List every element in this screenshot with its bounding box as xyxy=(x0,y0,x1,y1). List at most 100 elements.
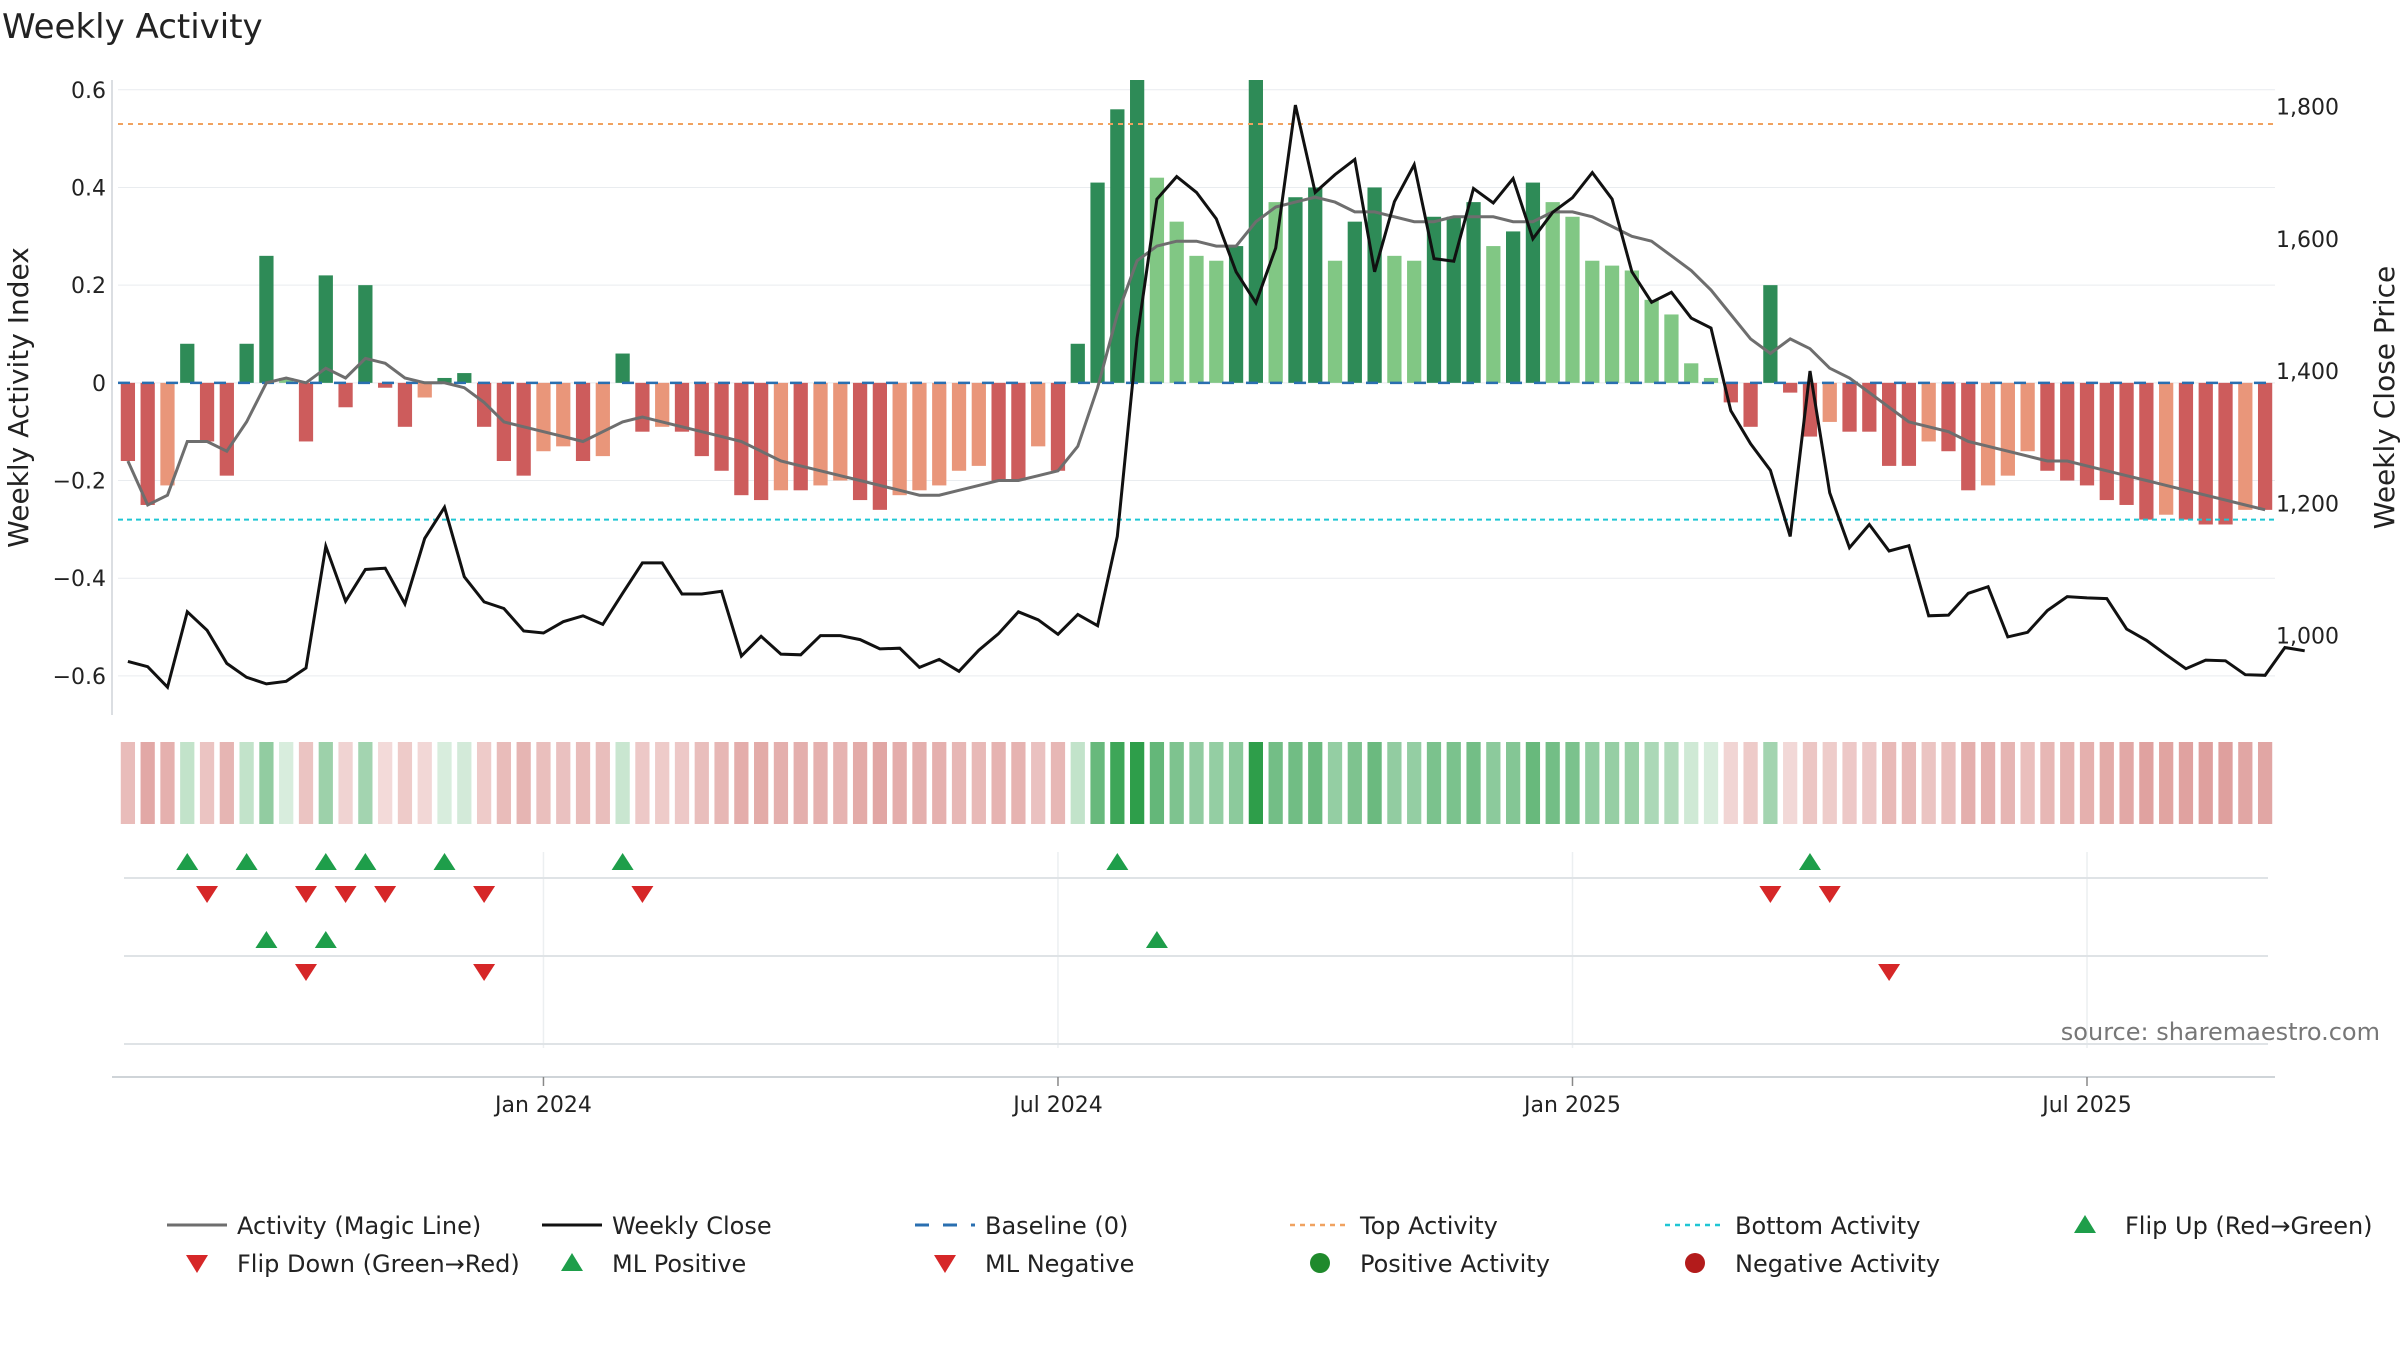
ml-negative-marker xyxy=(1878,964,1901,981)
activity-bar xyxy=(1367,187,1382,383)
activity-bar xyxy=(1525,182,1541,383)
heat-cell xyxy=(1565,742,1580,824)
heat-cell xyxy=(1387,742,1402,824)
activity-bar xyxy=(2040,382,2055,471)
heat-cell xyxy=(615,742,630,824)
activity-bar xyxy=(1070,343,1085,383)
heat-cell xyxy=(2020,742,2035,824)
activity-bar xyxy=(199,382,215,442)
activity-bar xyxy=(1169,221,1184,383)
activity-bar xyxy=(2020,382,2035,452)
heat-cell xyxy=(1802,742,1818,824)
activity-bar xyxy=(1209,260,1224,383)
y-tick-label: 0.2 xyxy=(71,274,106,299)
heat-cell xyxy=(833,742,848,824)
y2-tick-label: 1,000 xyxy=(2276,625,2339,650)
heat-cell xyxy=(1783,742,1798,824)
legend-swatch xyxy=(2074,1215,2096,1233)
heat-cell xyxy=(1426,742,1442,824)
flip-down-marker xyxy=(196,886,219,903)
activity-bar xyxy=(734,382,749,496)
heat-cell xyxy=(714,742,729,824)
activity-bar xyxy=(674,382,690,432)
heat-cell xyxy=(279,742,294,824)
activity-bar xyxy=(2218,382,2233,525)
ml-positive-marker xyxy=(255,931,278,948)
heat-cell xyxy=(2218,742,2233,824)
activity-bar xyxy=(1248,80,1263,383)
heat-cell xyxy=(1763,742,1778,824)
activity-bar xyxy=(1407,260,1422,383)
heat-cell xyxy=(1585,742,1600,824)
heat-cell xyxy=(1842,742,1857,824)
heat-cell xyxy=(2000,742,2015,824)
flip-up-marker xyxy=(611,853,634,870)
heat-cell xyxy=(120,742,136,824)
activity-bar xyxy=(754,382,769,501)
activity-bar xyxy=(1288,197,1303,383)
activity-bar xyxy=(2198,382,2213,525)
activity-bar xyxy=(140,382,155,505)
activity-bar xyxy=(1703,377,1719,383)
heat-cell xyxy=(655,742,670,824)
heat-cell xyxy=(892,742,907,824)
heat-cell xyxy=(397,742,413,824)
magic-line-series xyxy=(126,195,2266,512)
y2-tick-label: 1,200 xyxy=(2276,492,2339,517)
heat-cell xyxy=(1881,742,1897,824)
activity-bar xyxy=(378,382,393,388)
heat-cell xyxy=(1209,742,1224,824)
activity-bar xyxy=(2099,382,2114,501)
activity-bar xyxy=(1743,382,1758,427)
heat-cell xyxy=(1288,742,1303,824)
activity-bar xyxy=(2257,382,2273,510)
heat-cell xyxy=(2159,742,2174,824)
y-tick-label: 0.4 xyxy=(71,176,106,201)
activity-bar xyxy=(2238,382,2253,510)
activity-bar xyxy=(1031,382,1046,447)
legend-swatch xyxy=(1310,1253,1330,1273)
heat-cell xyxy=(674,742,690,824)
flip-up-marker xyxy=(235,853,258,870)
heat-cell xyxy=(1031,742,1046,824)
activity-bar xyxy=(1822,382,1837,422)
activity-bars xyxy=(120,80,2273,525)
heat-cell xyxy=(1961,742,1976,824)
heat-cell xyxy=(1070,742,1085,824)
heat-cell xyxy=(1367,742,1382,824)
heat-cell xyxy=(516,742,531,824)
heat-cell xyxy=(1308,742,1323,824)
activity-bar xyxy=(1644,299,1659,383)
heat-cell xyxy=(971,742,986,824)
flip-up-marker xyxy=(433,853,456,870)
activity-bar xyxy=(1565,216,1580,383)
heat-cell xyxy=(2040,742,2055,824)
activity-bar xyxy=(1763,285,1778,383)
activity-bar xyxy=(971,382,986,466)
legend-label: ML Positive xyxy=(612,1250,746,1278)
heat-cell xyxy=(2099,742,2114,824)
heat-cell xyxy=(2139,742,2154,824)
heat-cell xyxy=(1466,742,1481,824)
ml-positive-marker xyxy=(1145,931,1168,948)
legend-swatch xyxy=(934,1255,956,1273)
heat-cell xyxy=(1941,742,1956,824)
activity-bar xyxy=(1466,202,1481,383)
heat-cell xyxy=(2257,742,2273,824)
activity-bar xyxy=(358,285,373,383)
heat-cell xyxy=(1149,742,1165,824)
heat-cell xyxy=(2178,742,2194,824)
legend: Activity (Magic Line) Weekly Close Baselin… xyxy=(167,1212,2373,1278)
activity-bar xyxy=(1980,382,1996,486)
heat-cell xyxy=(773,742,789,824)
flip-up-marker xyxy=(1798,853,1821,870)
flip-down-marker xyxy=(294,886,317,903)
heat-cell xyxy=(1248,742,1263,824)
activity-bar xyxy=(556,382,571,447)
activity-bar xyxy=(1505,231,1521,383)
heat-cell xyxy=(476,742,492,824)
activity-bar xyxy=(2000,382,2015,476)
heat-cell xyxy=(1268,742,1283,824)
